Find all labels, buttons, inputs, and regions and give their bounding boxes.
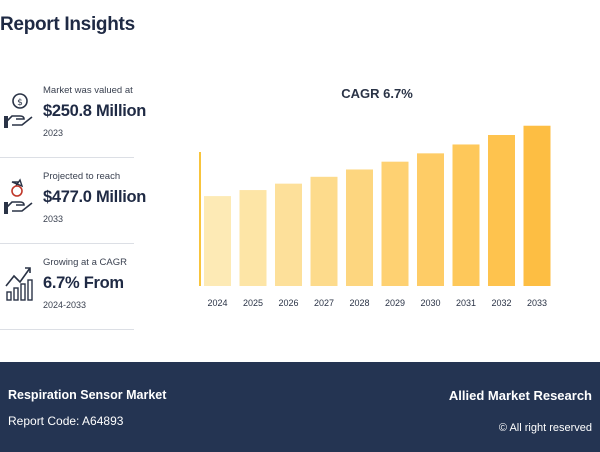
page-title: Report Insights <box>0 14 135 35</box>
x-tick-label: 2030 <box>420 298 440 308</box>
bar-2025 <box>239 190 267 286</box>
x-tick-label: 2025 <box>243 298 263 308</box>
bar-2029 <box>381 161 409 286</box>
bar-2032 <box>488 135 515 286</box>
x-tick-label: 2027 <box>314 298 334 308</box>
bar-2024 <box>204 196 231 286</box>
stats-panel: $ Market was valued at $250.8 Million 20… <box>0 72 146 330</box>
report-code: Report Code: A64893 <box>8 414 124 428</box>
stat-projection: Projected to reach $477.0 Million 2033 <box>0 158 146 244</box>
svg-text:$: $ <box>17 98 23 108</box>
chart-title: CAGR 6.7% <box>341 86 413 101</box>
bar-2031 <box>452 144 480 286</box>
x-tick-label: 2026 <box>278 298 298 308</box>
bar-growth-icon <box>5 267 33 301</box>
stat-cagr: Growing at a CAGR 6.7% From 2024-2033 <box>0 244 134 330</box>
x-tick-label: 2032 <box>491 298 511 308</box>
bar-2026 <box>275 183 302 286</box>
stat-year: 2023 <box>43 128 64 138</box>
x-tick-label: 2024 <box>207 298 227 308</box>
growth-hand-icon <box>4 178 33 214</box>
cagr-bar-chart: CAGR 6.7% 2024 2025 2026 2027 2028 2029 2030 20… <box>190 78 570 318</box>
copyright-text: © All right reserved <box>498 422 592 434</box>
footer-banner: Respiration Sensor Market Report Code: A… <box>0 362 600 452</box>
stat-label: Projected to reach <box>43 171 121 182</box>
x-tick-label: 2029 <box>385 298 405 308</box>
x-tick-label: 2028 <box>349 298 369 308</box>
stat-market-value: $ Market was valued at $250.8 Million 20… <box>0 72 146 158</box>
bar-2033 <box>523 125 551 286</box>
stat-year: 2033 <box>43 214 64 224</box>
stat-value: 6.7% From <box>43 274 124 292</box>
bar-2027 <box>310 176 338 286</box>
money-hand-icon: $ <box>4 93 33 128</box>
chart-canvas: CAGR 6.7% 2024 2025 2026 2027 2028 2029 2030 20… <box>199 86 551 308</box>
stat-label: Market was valued at <box>43 85 133 96</box>
bar-2030 <box>417 153 444 286</box>
brand-name: Allied Market Research <box>448 388 592 403</box>
stat-year: 2024-2033 <box>43 300 87 310</box>
x-tick-label: 2031 <box>456 298 476 308</box>
x-tick-label: 2033 <box>527 298 547 308</box>
market-name: Respiration Sensor Market <box>8 388 167 402</box>
stat-value: $250.8 Million <box>43 102 147 120</box>
stat-label: Growing at a CAGR <box>43 257 127 268</box>
stat-value: $477.0 Million <box>43 188 147 206</box>
bar-2028 <box>346 169 373 286</box>
